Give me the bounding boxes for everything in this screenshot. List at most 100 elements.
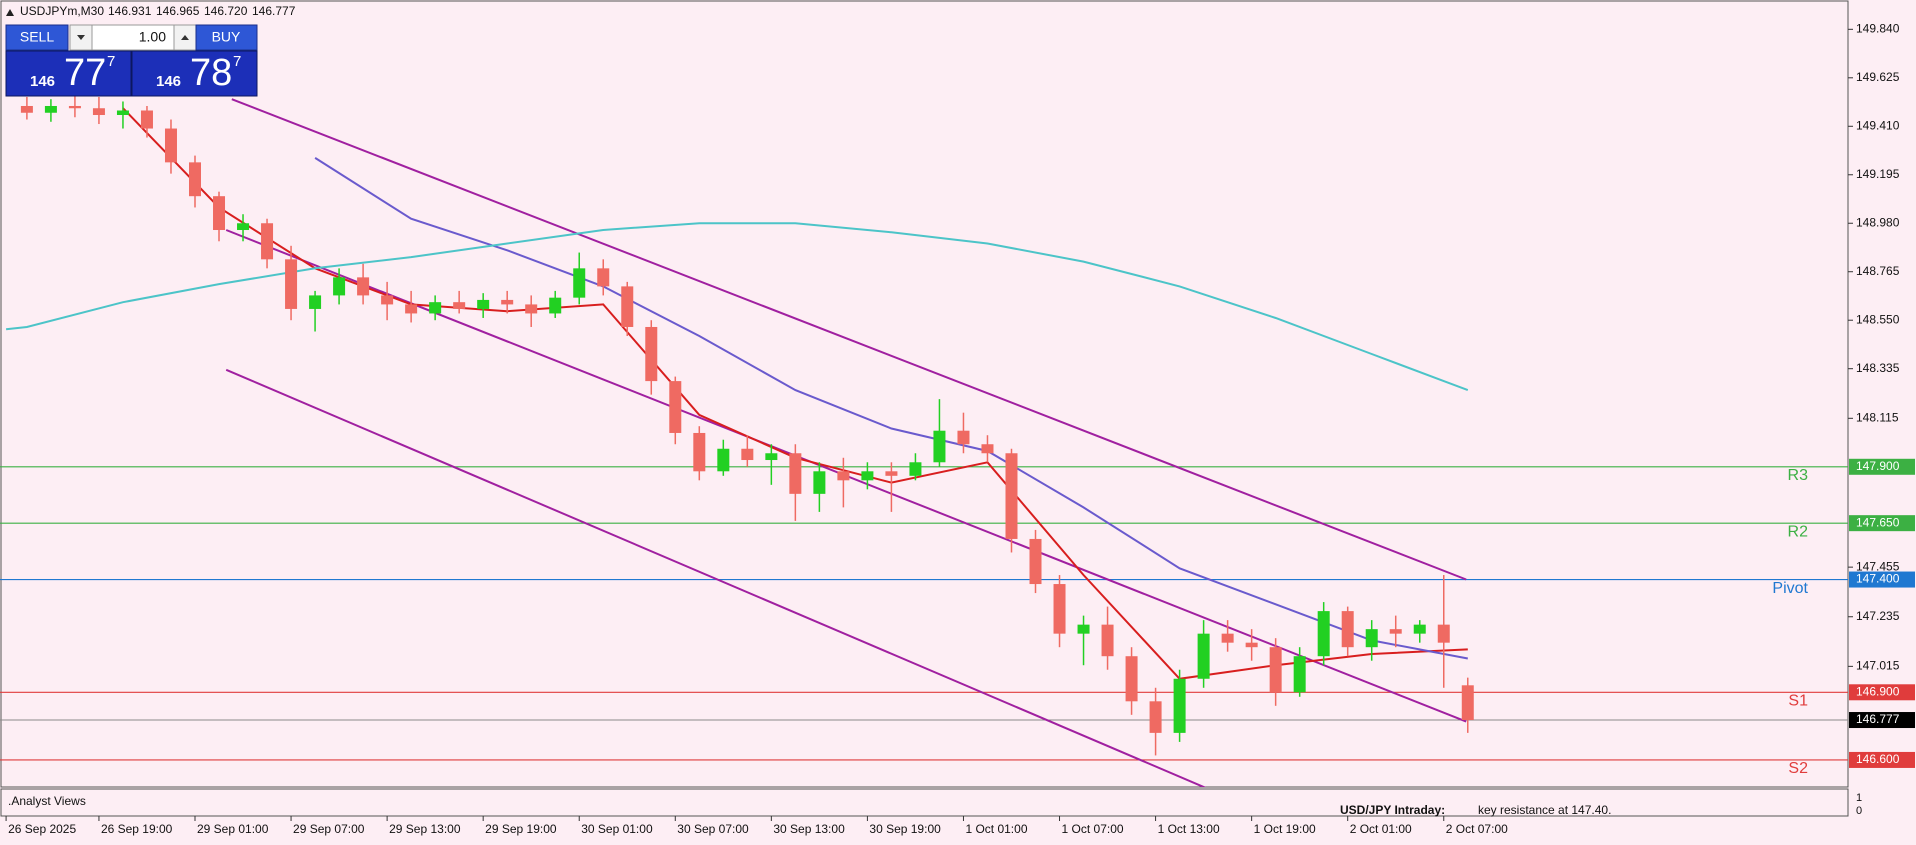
symbol: USDJPYm,M30 [20, 4, 104, 18]
candle-body [549, 297, 562, 314]
candle-body [1293, 656, 1306, 693]
candle-body [477, 299, 490, 309]
candle-body [765, 453, 778, 461]
candle-body [789, 453, 802, 494]
lot-value: 1.00 [139, 29, 166, 45]
x-tick-label: 29 Sep 19:00 [485, 822, 557, 836]
candle-body [92, 108, 105, 116]
candle-body [741, 448, 754, 461]
candle-body [717, 448, 730, 472]
candle-body [573, 268, 586, 298]
candle-body [1221, 633, 1234, 643]
level-tag [1849, 515, 1915, 532]
x-tick-label: 1 Oct 13:00 [1158, 822, 1220, 836]
ohlc-low: 146.720 [204, 4, 248, 18]
ohlc-close: 146.777 [252, 4, 296, 18]
level-tag [1849, 571, 1915, 588]
candle-body [44, 105, 57, 113]
annotation-text: key resistance at 147.40. [1478, 803, 1611, 817]
level-tag-label: 146.900 [1856, 684, 1900, 698]
x-tick-label: 30 Sep 07:00 [677, 822, 749, 836]
candle-body [68, 105, 81, 109]
candle-body [1005, 453, 1018, 539]
y-tick-label: 149.625 [1856, 70, 1900, 84]
x-tick-label: 29 Sep 01:00 [197, 822, 269, 836]
bid-pips: 77 [64, 52, 106, 94]
y-tick-label: 149.840 [1856, 21, 1900, 35]
buy-button[interactable] [195, 24, 258, 51]
candle-body [285, 259, 298, 309]
candle-body [1125, 656, 1138, 702]
candle-body [1197, 633, 1210, 679]
candle-body [669, 381, 682, 433]
plot-area [0, 94, 1848, 787]
candle-body [957, 430, 970, 445]
candle-body [1053, 584, 1066, 634]
x-tick-label: 1 Oct 07:00 [1062, 822, 1124, 836]
candle-body [429, 302, 442, 314]
level-name: R3 [1788, 467, 1809, 484]
x-tick-label: 2 Oct 07:00 [1446, 822, 1508, 836]
candle-body [909, 462, 922, 476]
buy-label: BUY [212, 29, 241, 45]
candle-body [1365, 629, 1378, 648]
y-tick-label: 147.235 [1856, 609, 1900, 623]
x-tick-label: 26 Sep 2025 [8, 822, 76, 836]
candle-body [861, 471, 874, 481]
x-tick-label: 2 Oct 01:00 [1350, 822, 1412, 836]
candle-body [1437, 624, 1450, 643]
moving-average [5, 222, 1469, 392]
candle-body [597, 268, 610, 287]
level-tag-label: 147.650 [1856, 515, 1900, 529]
trade-panel: SELL 1.00 BUY 146 77 7 146 78 7 [5, 24, 258, 97]
ask-box[interactable] [131, 50, 258, 97]
candle-body [453, 302, 466, 309]
x-tick-label: 30 Sep 01:00 [581, 822, 653, 836]
x-tick-label: 30 Sep 13:00 [773, 822, 845, 836]
annotation-title: USD/JPY Intraday: [1340, 803, 1445, 817]
sell-button[interactable] [5, 24, 69, 51]
sell-label: SELL [20, 29, 54, 45]
level-tag [1849, 684, 1915, 701]
candle-body [333, 277, 346, 296]
x-tick-label: 1 Oct 19:00 [1254, 822, 1316, 836]
y-tick-label: 147.455 [1856, 559, 1900, 573]
subwindow-tick-label: 1 [1856, 792, 1862, 804]
candle-body [1149, 701, 1162, 733]
candle-body [693, 432, 706, 472]
candle-body [261, 223, 274, 260]
level-name: S2 [1788, 760, 1808, 777]
y-tick-label: 147.015 [1856, 659, 1900, 673]
overlay: 149.840 149.625 149.410 149.195 148.980 148.7… [5, 21, 1915, 836]
current-price-tag [1849, 712, 1915, 729]
plot-frame [0, 0, 1849, 788]
up-arrow [181, 35, 189, 40]
x-tick-label: 1 Oct 01:00 [965, 822, 1027, 836]
current-price-label: 146.777 [1856, 712, 1900, 726]
ask-fraction: 7 [233, 53, 241, 70]
level-tag-label: 147.900 [1856, 459, 1900, 473]
y-tick-label: 148.335 [1856, 361, 1900, 375]
level-tag [1849, 751, 1915, 768]
level-name: S1 [1788, 693, 1808, 710]
candle-body [1101, 624, 1114, 657]
candle-body [140, 110, 153, 129]
subwindow-tick-label: 0 [1856, 805, 1862, 817]
candle-body [1173, 678, 1186, 733]
lot-input[interactable] [91, 24, 175, 51]
candle-body [381, 295, 394, 305]
level-tag-label: 146.600 [1856, 752, 1900, 766]
candle-body [1341, 611, 1354, 648]
candle-body [188, 162, 201, 197]
candle-body [501, 299, 514, 305]
bid-box[interactable] [5, 50, 132, 97]
candle-body [1269, 647, 1282, 693]
candle-body [20, 105, 33, 113]
level-tag-label: 147.400 [1856, 572, 1900, 586]
x-tick-label: 30 Sep 19:00 [869, 822, 941, 836]
bid-fraction: 7 [107, 53, 115, 70]
y-tick-label: 149.410 [1856, 118, 1900, 132]
collapse-icon[interactable] [6, 9, 14, 16]
indicator-title: .Analyst Views [8, 794, 86, 808]
